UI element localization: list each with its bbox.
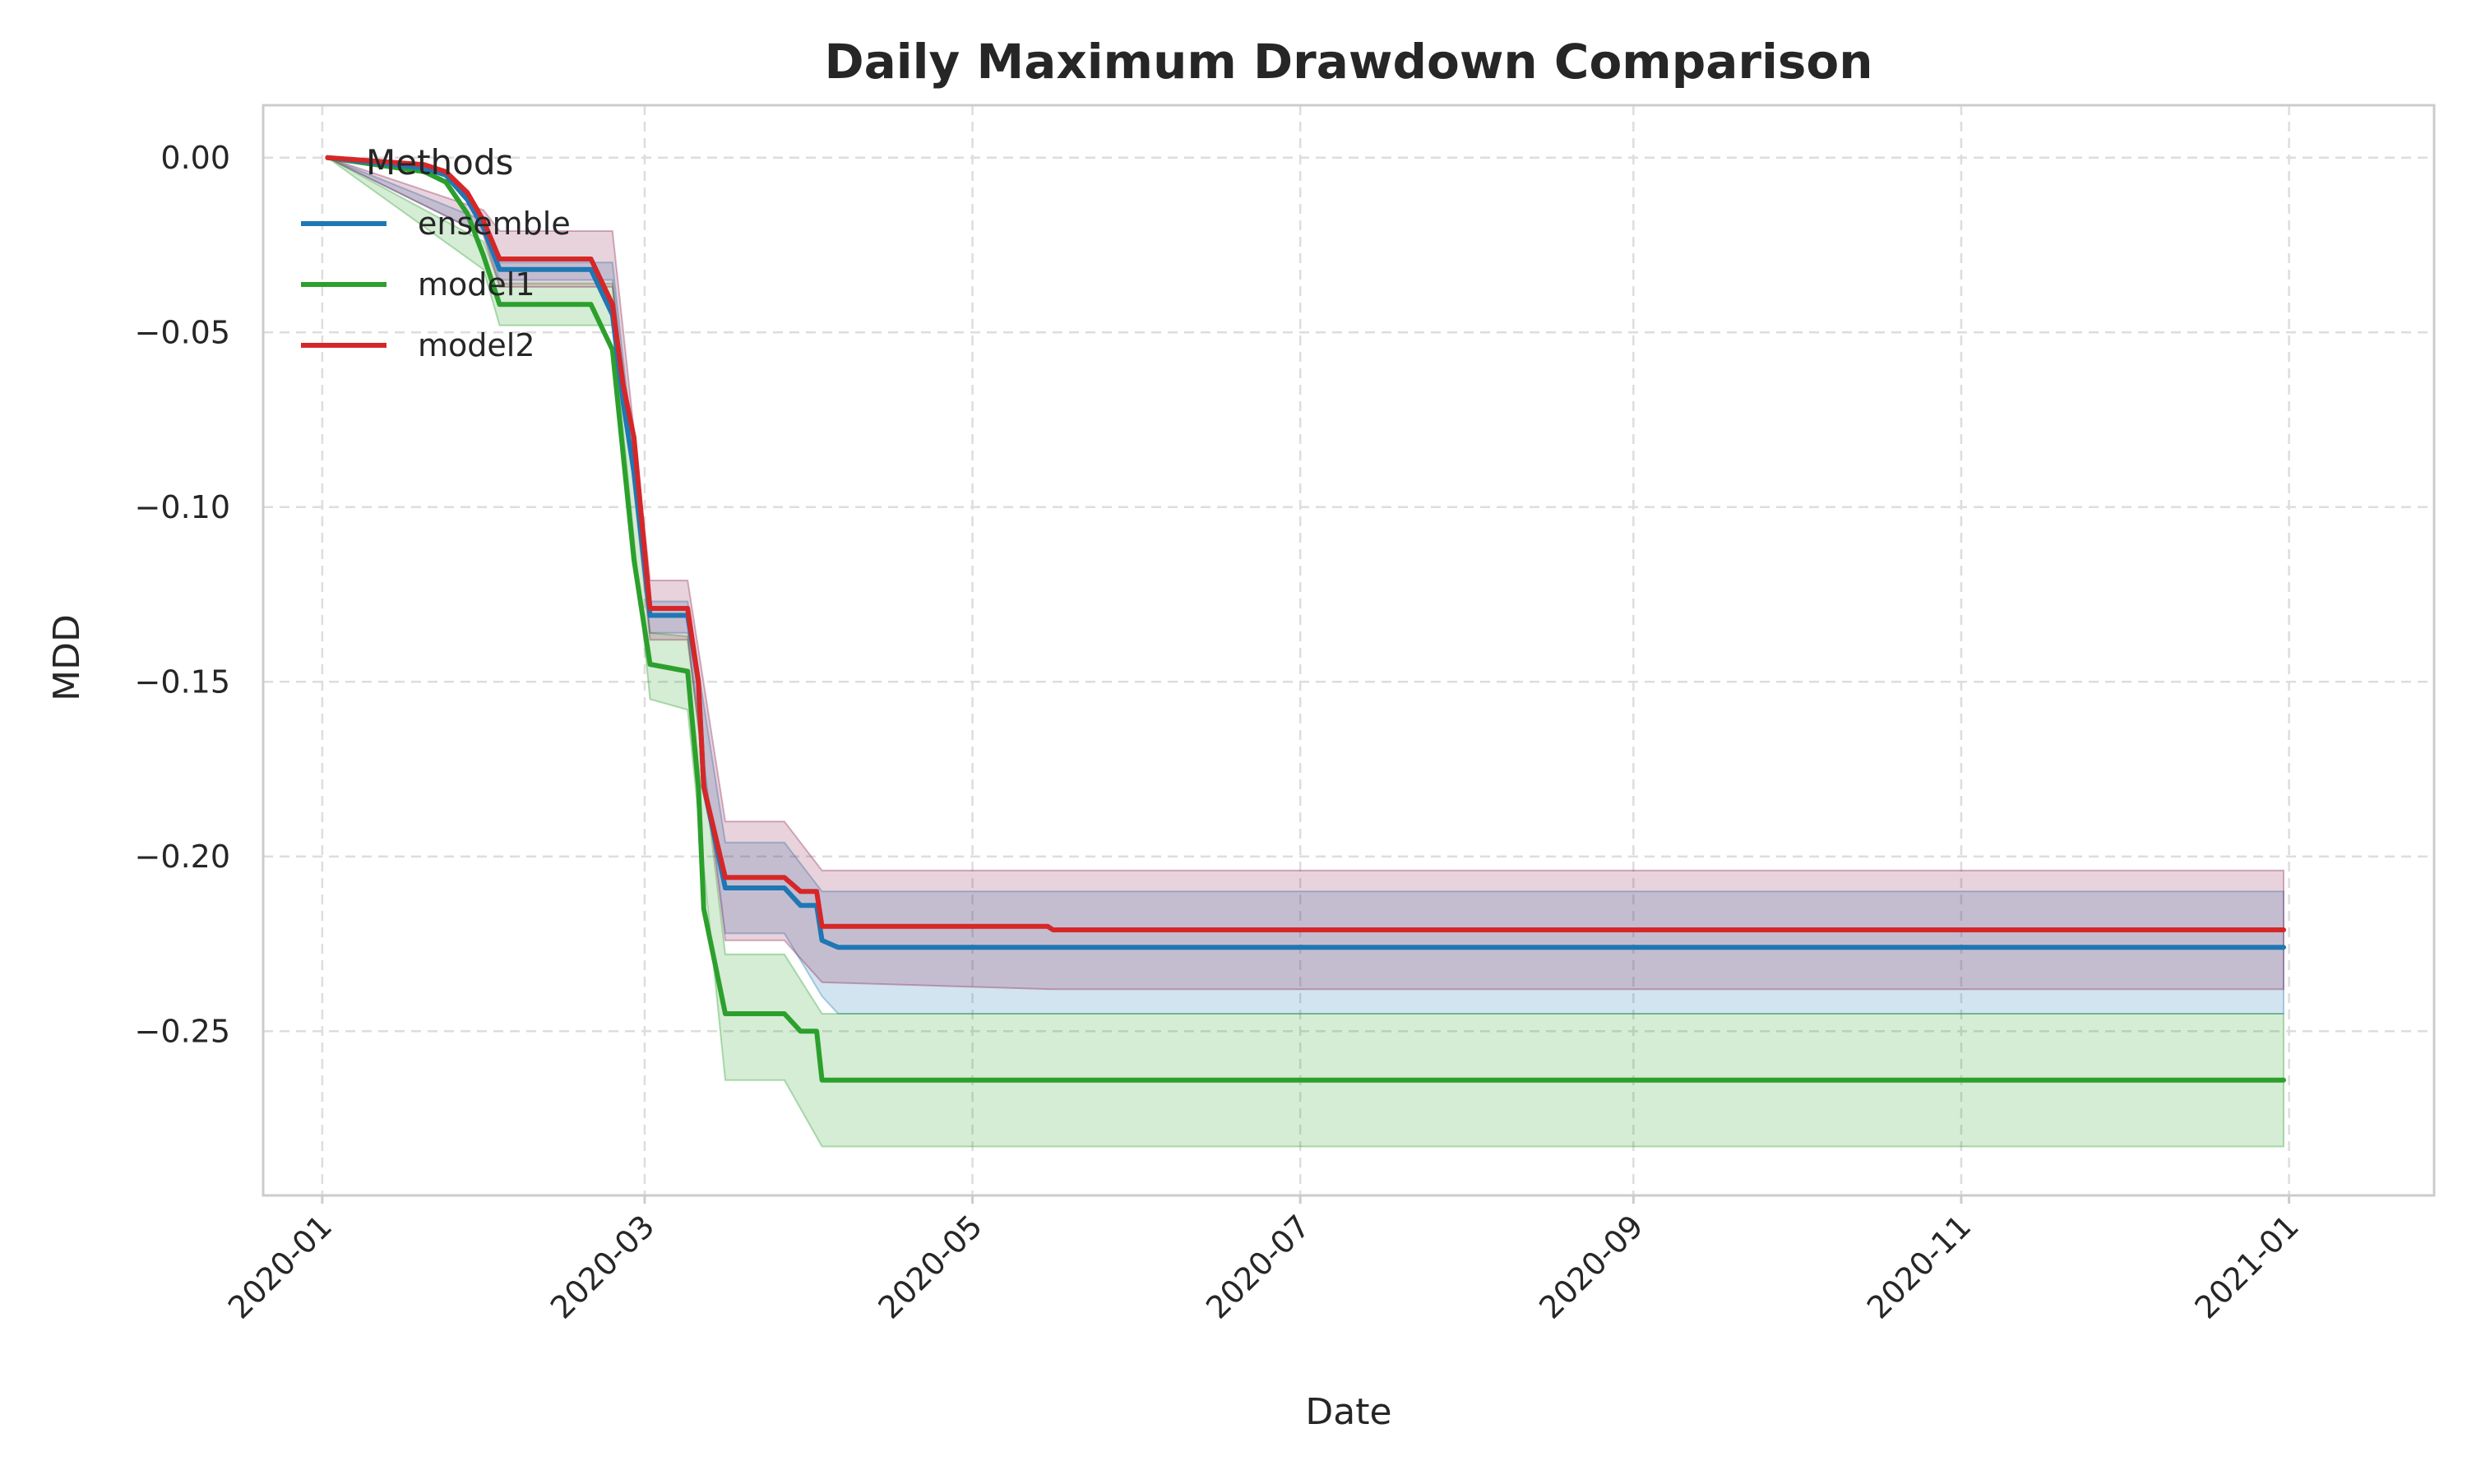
plot-frame bbox=[262, 104, 2436, 1197]
legend-model2-label: model2 bbox=[418, 327, 535, 363]
line-layer bbox=[325, 155, 2286, 1083]
model2-confidence-band bbox=[326, 156, 2284, 991]
legend-model1-label: model1 bbox=[418, 266, 535, 303]
x-tick-label: 2020-01 bbox=[221, 1208, 339, 1325]
x-tick-label: 2020-05 bbox=[872, 1208, 989, 1325]
x-tick-label: 2020-03 bbox=[544, 1208, 661, 1325]
legend-ensemble-label: ensemble bbox=[418, 206, 571, 242]
y-axis-label: MDD bbox=[46, 614, 88, 701]
x-tick-label: 2020-09 bbox=[1532, 1208, 1650, 1325]
tick-layer: 2020-01 2020-03 2020-05 2020-07 2020-09 2020-… bbox=[135, 140, 2306, 1326]
band-layer bbox=[326, 156, 2284, 1148]
x-tick-label: 2020-07 bbox=[1199, 1208, 1317, 1325]
chart-title: Daily Maximum Drawdown Comparison bbox=[824, 34, 1872, 90]
x-axis-label: Date bbox=[1305, 1391, 1391, 1433]
y-tick-label: −0.20 bbox=[135, 839, 230, 875]
legend: Methods ensemble model1 model2 bbox=[301, 142, 571, 363]
y-tick-label: −0.05 bbox=[135, 314, 230, 350]
ensemble-line bbox=[325, 155, 2286, 950]
model2-line bbox=[325, 155, 2286, 932]
y-tick-label: −0.10 bbox=[135, 489, 230, 525]
y-tick-label: 0.00 bbox=[160, 140, 230, 176]
x-tick-label: 2021-01 bbox=[2188, 1208, 2306, 1325]
y-tick-label: −0.15 bbox=[135, 663, 230, 700]
y-tick-label: −0.25 bbox=[135, 1013, 230, 1049]
x-tick-label: 2020-11 bbox=[1860, 1208, 1978, 1325]
legend-title: Methods bbox=[366, 142, 513, 183]
model1-line bbox=[325, 155, 2286, 1083]
grid-layer bbox=[263, 105, 2434, 1195]
